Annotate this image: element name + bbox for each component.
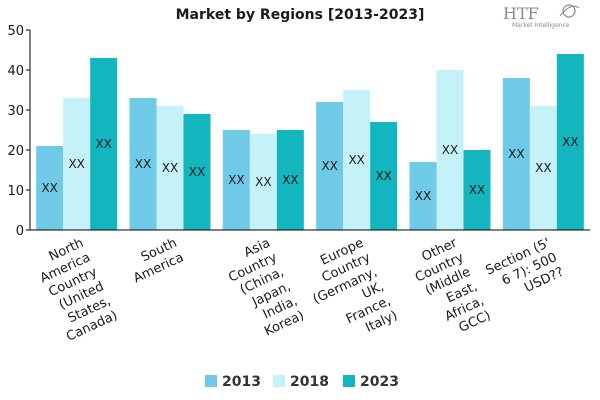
bar	[343, 90, 371, 230]
bar-data-label: XX	[162, 161, 178, 175]
bar	[370, 122, 398, 230]
bar-data-label: XX	[68, 157, 84, 171]
bar-series	[36, 54, 584, 230]
bar-data-label: XX	[562, 135, 578, 149]
bar-data-label: XX	[41, 181, 57, 195]
bar	[463, 150, 491, 230]
bar	[529, 106, 557, 230]
bar-data-label: XX	[282, 173, 298, 187]
bar-data-label: XX	[469, 183, 485, 197]
bar	[90, 58, 118, 230]
bar	[316, 102, 344, 230]
legend-label: 2018	[290, 374, 329, 390]
data-labels: XX XX XX XX XX XX XX XX XX XX XX XX XX XX XX XX XX XX	[41, 135, 578, 203]
bar-data-label: XX	[508, 147, 524, 161]
legend-label: 2013	[222, 374, 261, 390]
bar	[129, 98, 157, 230]
legend-swatch	[273, 375, 285, 387]
bar	[502, 78, 530, 230]
x-axis: NorthAmericaCountry(UnitedStates,Canada)…	[30, 229, 590, 345]
y-axis: 0 10 20 30 40 50	[7, 24, 31, 239]
bar	[276, 130, 304, 230]
bar-data-label: XX	[255, 175, 271, 189]
chart-title: Market by Regions [2013-2023]	[176, 7, 425, 23]
legend: 2013 2018 2023	[205, 374, 399, 390]
bar	[249, 134, 277, 230]
bar-data-label: XX	[348, 153, 364, 167]
bar-data-label: XX	[375, 169, 391, 183]
legend-label: 2023	[360, 374, 399, 390]
bar	[222, 130, 250, 230]
bar-data-label: XX	[135, 157, 151, 171]
y-tick-label: 20	[7, 144, 24, 159]
bar	[436, 70, 464, 230]
legend-swatch	[205, 375, 217, 387]
bar-data-label: XX	[189, 165, 205, 179]
y-tick-label: 40	[7, 64, 24, 79]
y-tick-label: 10	[7, 184, 24, 199]
bar-data-label: XX	[228, 173, 244, 187]
y-tick-label: 0	[16, 224, 24, 239]
y-tick-label: 30	[7, 104, 24, 119]
bar-data-label: XX	[442, 143, 458, 157]
bar-data-label: XX	[535, 161, 551, 175]
bar-data-label: XX	[95, 137, 111, 151]
htf-logo: HTF Market Intelligence	[503, 4, 580, 29]
bar	[556, 54, 584, 230]
logo-swoosh	[559, 5, 580, 17]
bar-data-label: XX	[415, 189, 431, 203]
bar	[36, 146, 64, 230]
logo-globe-icon	[562, 4, 576, 18]
bar	[409, 162, 437, 230]
bar	[183, 114, 211, 230]
logo-text: HTF	[503, 4, 539, 23]
logo-subtitle: Market Intelligence	[512, 22, 570, 29]
legend-swatch	[343, 375, 355, 387]
bar	[63, 98, 91, 230]
bar	[156, 106, 184, 230]
bar-data-label: XX	[321, 159, 337, 173]
y-tick-label: 50	[7, 24, 24, 39]
